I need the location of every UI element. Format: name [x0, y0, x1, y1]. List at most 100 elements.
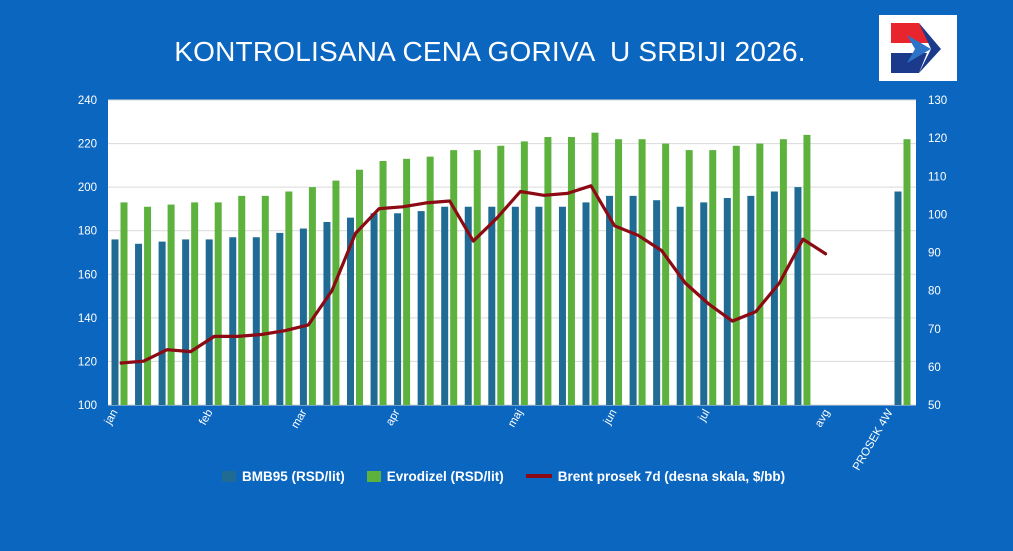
red-blue-arrow-logo-icon — [879, 15, 957, 81]
bar-evrodizel — [144, 206, 152, 405]
y-axis-tick-label: 120 — [78, 356, 97, 368]
point-brent — [755, 310, 757, 313]
point-brent — [425, 202, 427, 204]
point-brent — [307, 324, 309, 326]
x-axis-tick-label: PROSEK 4W — [851, 407, 896, 472]
bar-bmb95 — [629, 195, 637, 405]
bar-bmb95 — [370, 213, 378, 405]
point-brent — [613, 225, 616, 227]
bar-evrodizel — [709, 150, 717, 405]
point-brent — [119, 362, 121, 364]
x-axis-tick-label: avg — [813, 408, 833, 430]
bar-evrodizel — [544, 137, 552, 406]
bar-bmb95 — [700, 202, 708, 405]
bar-evrodizel — [473, 150, 481, 405]
point-brent — [519, 190, 521, 193]
y-axis-tick-label: 180 — [78, 226, 97, 238]
bar-bmb95 — [441, 206, 449, 405]
x-axis-tick-label: maj — [506, 408, 526, 430]
bar-bmb95-prosek-4w — [894, 191, 902, 405]
bar-evrodizel — [238, 195, 246, 405]
y2-axis-tick-label: 60 — [928, 362, 941, 374]
point-brent — [166, 349, 168, 351]
y-axis-tick-label: 220 — [78, 139, 97, 151]
y2-axis-tick-label: 90 — [928, 248, 941, 260]
point-brent — [142, 360, 145, 362]
point-brent — [260, 333, 262, 336]
bar-evrodizel — [285, 191, 293, 405]
bar-bmb95 — [676, 206, 684, 405]
bar-evrodizel — [615, 139, 623, 405]
point-brent — [684, 282, 686, 284]
x-axis-tick-label: apr — [384, 407, 403, 428]
bar-bmb95 — [276, 232, 284, 405]
bar-bmb95 — [158, 241, 166, 405]
bar-bmb95 — [723, 198, 731, 405]
point-brent — [402, 206, 404, 208]
bar-evrodizel — [497, 145, 505, 405]
legend-swatch-evrodizel — [366, 470, 381, 482]
point-brent — [449, 200, 451, 202]
bar-bmb95 — [205, 239, 213, 405]
legend-swatch-bmb95 — [222, 470, 236, 482]
legend-item-bmb95: BMB95 (RSD/lit) — [222, 469, 345, 484]
point-brent — [354, 232, 357, 235]
bar-bmb95 — [417, 211, 425, 405]
point-brent — [543, 194, 545, 196]
x-axis-tick-label: jan — [102, 408, 121, 428]
bar-bmb95 — [558, 206, 566, 405]
x-axis-tick-label: mar — [289, 407, 309, 430]
legend-label-evrodizel: Evrodizel (RSD/lit) — [386, 468, 504, 484]
x-axis-tick-label: jun — [601, 408, 620, 428]
point-brent — [566, 192, 569, 195]
y2-axis-tick-label: 110 — [928, 171, 946, 183]
bar-bmb95 — [111, 239, 119, 405]
bar-evrodizel — [403, 158, 411, 405]
point-brent — [496, 217, 498, 219]
bar-evrodizel — [638, 139, 646, 405]
y-axis-tick-label: 140 — [78, 313, 97, 325]
legend-label-brent: Brent prosek 7d (desna skala, $/bb) — [557, 468, 786, 484]
bar-bmb95 — [135, 243, 143, 405]
bar-evrodizel — [756, 143, 764, 406]
bar-bmb95 — [653, 200, 661, 405]
point-brent — [284, 330, 286, 332]
point-brent — [378, 208, 380, 210]
point-brent — [331, 290, 333, 292]
bar-evrodizel-prosek-4w — [903, 139, 911, 405]
bar-bmb95 — [511, 206, 519, 405]
bar-evrodizel — [332, 180, 340, 405]
y2-axis-tick-label: 100 — [928, 209, 947, 221]
point-brent — [472, 240, 474, 242]
point-brent — [825, 253, 828, 256]
legend-item-evrodizel: Evrodizel (RSD/lit) — [366, 468, 504, 484]
bar-bmb95 — [770, 191, 778, 405]
x-axis-tick-label: jul — [696, 408, 713, 425]
y-axis-tick-label: 200 — [78, 182, 97, 194]
bar-bmb95 — [394, 213, 402, 405]
bar-bmb95 — [535, 206, 543, 405]
bar-evrodizel — [732, 145, 740, 405]
bar-bmb95 — [794, 187, 802, 405]
bar-bmb95 — [252, 237, 260, 405]
point-brent — [778, 282, 781, 284]
bar-bmb95 — [299, 228, 307, 405]
y-axis-tick-label: 160 — [78, 269, 97, 281]
bar-bmb95 — [182, 239, 190, 405]
bar-evrodizel — [120, 202, 128, 405]
legend-swatch-brent — [525, 474, 552, 478]
bar-bmb95 — [347, 217, 354, 405]
y2-axis-tick-label: 130 — [928, 95, 947, 107]
bar-bmb95 — [747, 195, 755, 405]
legend-label-bmb95: BMB95 (RSD/lit) — [242, 468, 345, 484]
bar-evrodizel — [567, 137, 575, 406]
point-brent — [661, 249, 663, 252]
bar-evrodizel — [261, 195, 269, 405]
bar-evrodizel — [803, 134, 811, 405]
y2-axis-tick-label: 80 — [928, 286, 941, 298]
legend-item-brent: Brent prosek 7d (desna skala, $/bb) — [525, 468, 786, 484]
point-brent — [237, 335, 239, 337]
bar-bmb95 — [323, 222, 331, 405]
point-brent — [637, 234, 639, 236]
